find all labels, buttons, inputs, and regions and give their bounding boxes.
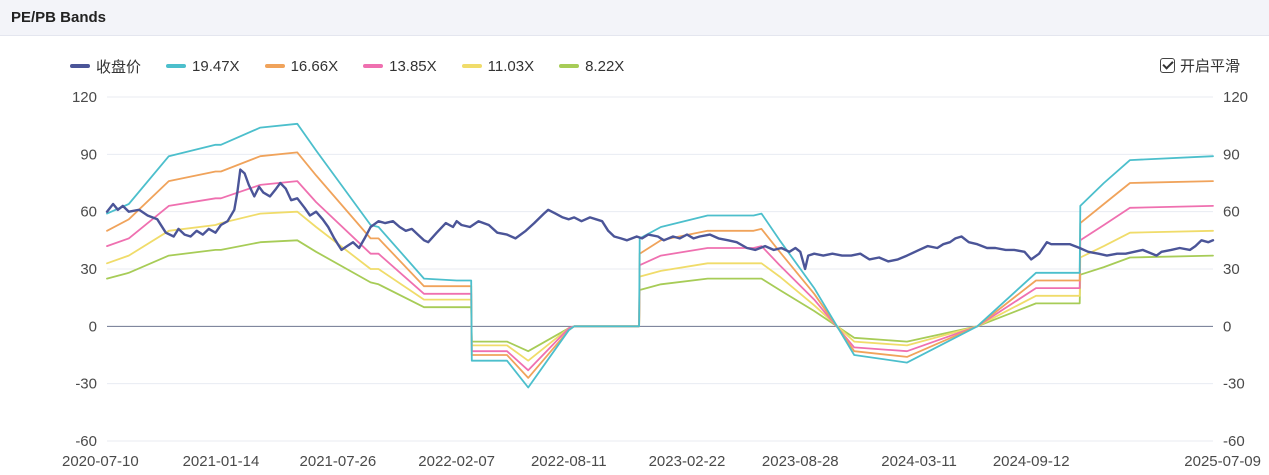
y-tick-right-0: 0 <box>1223 318 1231 335</box>
legend-swatch-16-66x <box>264 64 285 68</box>
legend-swatch-close <box>70 64 90 68</box>
legend-item-16-66x[interactable]: 16.66X <box>264 57 339 75</box>
legend-label-13-85x: 13.85X <box>389 57 437 75</box>
chart-legend: 收盘价 19.47X 16.66X 13.85X 11.03X 8.22X <box>70 56 649 76</box>
legend-label-19-47x: 19.47X <box>192 57 240 75</box>
panel-title: PE/PB Bands <box>11 9 107 26</box>
y-tick-right--30: -30 <box>1223 376 1245 393</box>
legend-item-13-85x[interactable]: 13.85X <box>363 58 437 75</box>
y-tick-left--30: -30 <box>75 376 97 393</box>
legend-item-19-47x[interactable]: 19.47X <box>166 58 240 75</box>
smooth-label: 开启平滑 <box>1180 58 1241 75</box>
y-tick-right-30: 30 <box>1223 261 1240 278</box>
y-tick-right--60: -60 <box>1223 433 1245 450</box>
y-tick-left-90: 90 <box>80 146 97 163</box>
legend-swatch-11-03x <box>461 64 482 68</box>
y-tick-left-120: 120 <box>72 89 97 106</box>
y-tick-right-120: 120 <box>1223 89 1248 106</box>
x-tick-2020-07-10: 2020-07-10 <box>62 453 139 470</box>
y-tick-left-30: 30 <box>80 261 97 278</box>
smooth-toggle[interactable]: 开启平滑 <box>1160 55 1240 76</box>
smooth-checkbox[interactable] <box>1160 58 1175 73</box>
legend-label-16-66x: 16.66X <box>290 57 339 75</box>
x-tick-2023-08-28: 2023-08-28 <box>762 453 839 470</box>
x-tick-2025-07-09: 2025-07-09 <box>1184 453 1261 470</box>
x-tick-2021-07-26: 2021-07-26 <box>300 453 377 470</box>
series-line-13.85X <box>106 180 1214 372</box>
x-tick-2023-02-22: 2023-02-22 <box>649 453 726 470</box>
x-tick-2022-08-11: 2022-08-11 <box>531 453 607 470</box>
panel-header: PE/PB Bands <box>0 0 1269 36</box>
series-line-收盘价 <box>105 168 1215 271</box>
legend-label-11-03x: 11.03X <box>487 57 535 75</box>
series-line-11.03X <box>106 210 1214 362</box>
y-tick-left--60: -60 <box>75 433 97 450</box>
legend-item-8-22x[interactable]: 8.22X <box>559 58 624 75</box>
legend-item-11-03x[interactable]: 11.03X <box>461 57 535 75</box>
x-tick-2024-03-11: 2024-03-11 <box>881 453 957 470</box>
legend-label-8-22x: 8.22X <box>585 57 625 75</box>
y-tick-left-60: 60 <box>80 204 97 221</box>
legend-swatch-8-22x <box>559 64 580 68</box>
series-line-16.66X <box>106 151 1214 379</box>
x-tick-2021-01-14: 2021-01-14 <box>183 453 260 470</box>
series-line-19.47X <box>106 122 1214 389</box>
y-tick-right-90: 90 <box>1223 146 1240 163</box>
legend-label-close: 收盘价 <box>96 58 142 76</box>
y-tick-left-0: 0 <box>89 318 97 335</box>
legend-item-close[interactable]: 收盘价 <box>70 56 141 77</box>
x-tick-2022-02-07: 2022-02-07 <box>418 453 495 470</box>
legend-swatch-13-85x <box>363 64 384 68</box>
y-tick-right-60: 60 <box>1223 204 1240 221</box>
x-tick-2024-09-12: 2024-09-12 <box>993 453 1070 470</box>
legend-swatch-19-47x <box>166 64 187 68</box>
